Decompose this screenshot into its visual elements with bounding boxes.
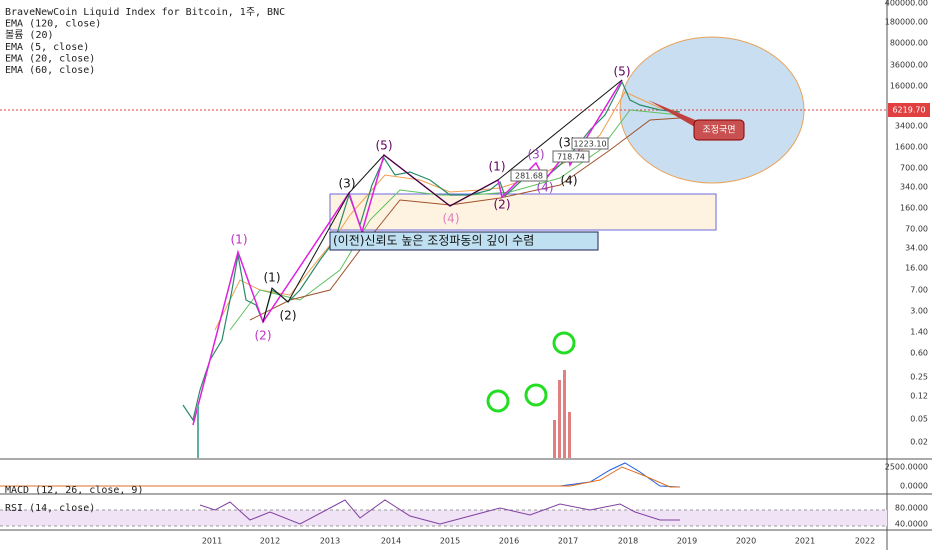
rsi-title: RSI (14, close) [5,503,95,514]
rsi-band [0,510,887,526]
price-axis-label: 1.40 [910,328,928,337]
wave-label: (5) [614,65,631,79]
price-axis-label: 70.00 [905,225,928,234]
time-axis-label: 2022 [855,537,875,546]
price-axis-label: 700.00 [900,164,928,173]
volume-bar [563,370,566,458]
legend-entry: EMA (20, close) [5,53,95,64]
legend-entry: BraveNewCoin Liquid Index for Bitcoin, 1… [5,7,285,18]
legend-entry: EMA (120, close) [5,19,101,30]
box-label: (이전)신뢰도 높은 조정파동의 깊이 수렴 [333,234,534,248]
wave-label: (3) [339,177,356,191]
price-axis-label: 340.00 [900,183,928,192]
price-axis-label: 80000.00 [890,39,928,48]
macd-title: MACD (12, 26, close, 9) [5,485,143,496]
rsi-axis-label: 80.0000 [895,504,928,513]
ema-line [249,117,681,321]
price-tag: 718.74 [557,153,585,162]
time-axis-label: 2015 [440,537,460,546]
price-axis-label: 0.02 [910,438,928,447]
wave-label: (4) [537,181,554,195]
price-axis-label: 16.00 [905,264,928,273]
time-axis-label: 2020 [736,537,756,546]
volume-bar [197,405,199,458]
macd-axis-label: 0.0000 [900,482,928,491]
price-axis-label: 34.00 [905,244,928,253]
price-axis-label: 36000.00 [890,61,928,70]
wave-label: (2) [280,309,297,323]
price-axis-label: 0.12 [910,392,928,401]
marker-circle [524,383,548,407]
price-tag: 1223.10 [573,140,606,149]
marker-circle [552,331,576,355]
volume-bar [568,412,571,458]
time-axis-label: 2013 [320,537,340,546]
last-price-label: 6219.70 [892,106,925,115]
callout-pointer [648,100,700,130]
time-axis-label: 2021 [795,537,815,546]
range-box [329,193,717,231]
price-tag-box [571,137,609,150]
wave-label: (1) [264,271,281,285]
wave-label: (3) [559,136,576,150]
callout-box [693,119,745,141]
price-axis-label: 1600.00 [895,143,928,152]
price-axis-label: 160.00 [900,204,928,213]
ema-line [229,109,681,331]
callout-text: 조정국면 [702,125,735,136]
wave-label: (4) [443,212,460,226]
legend-entry: 볼륨 (20) [5,29,54,41]
price-tag-box [552,150,590,163]
marker-circle [486,389,510,413]
price-axis-label: 0.05 [910,415,928,424]
wave-line [262,79,623,323]
wave-label: (1) [231,233,248,247]
price-axis-label: 3400.00 [895,122,928,131]
ema-line [214,91,681,331]
time-axis-label: 2012 [260,537,280,546]
volume-bar [558,380,561,458]
price-tag: 281.68 [515,172,543,181]
price-axis-label: 7.00 [910,286,928,295]
time-axis-label: 2019 [677,537,697,546]
price-axis-label: 0.60 [910,349,928,358]
time-axis-label: 2014 [381,537,401,546]
time-axis-label: 2016 [499,537,519,546]
box-label-bg [329,231,599,251]
price-tag-box [510,169,548,182]
legend-entry: EMA (5, close) [5,42,89,53]
rsi-axis-label: 40.0000 [895,520,928,529]
rsi-line [199,499,680,525]
price-line [182,80,681,422]
macd-line [0,462,681,488]
price-axis-label: 180000.00 [885,18,928,27]
time-axis-label: 2018 [618,537,638,546]
wave-label: (5) [376,139,393,153]
price-axis-label: 400000.00 [885,0,928,8]
macd-axis-label: 2500.0000 [885,463,928,472]
wave-label: (2) [255,329,272,343]
price-axis-label: 16000.00 [890,82,928,91]
wave-label: (1) [489,160,506,174]
time-axis-label: 2011 [202,537,222,546]
last-price-bg [888,103,930,117]
signal-line [0,466,680,488]
legend-entry: EMA (60, close) [5,65,95,76]
volume-bar [553,420,556,458]
wave-label: (4) [561,174,578,188]
wave-label: (2) [494,198,511,212]
time-axis-label: 2017 [558,537,578,546]
wave-label: (3) [528,148,545,162]
price-axis-label: 3.00 [910,307,928,316]
price-axis-label: 0.25 [910,373,928,382]
